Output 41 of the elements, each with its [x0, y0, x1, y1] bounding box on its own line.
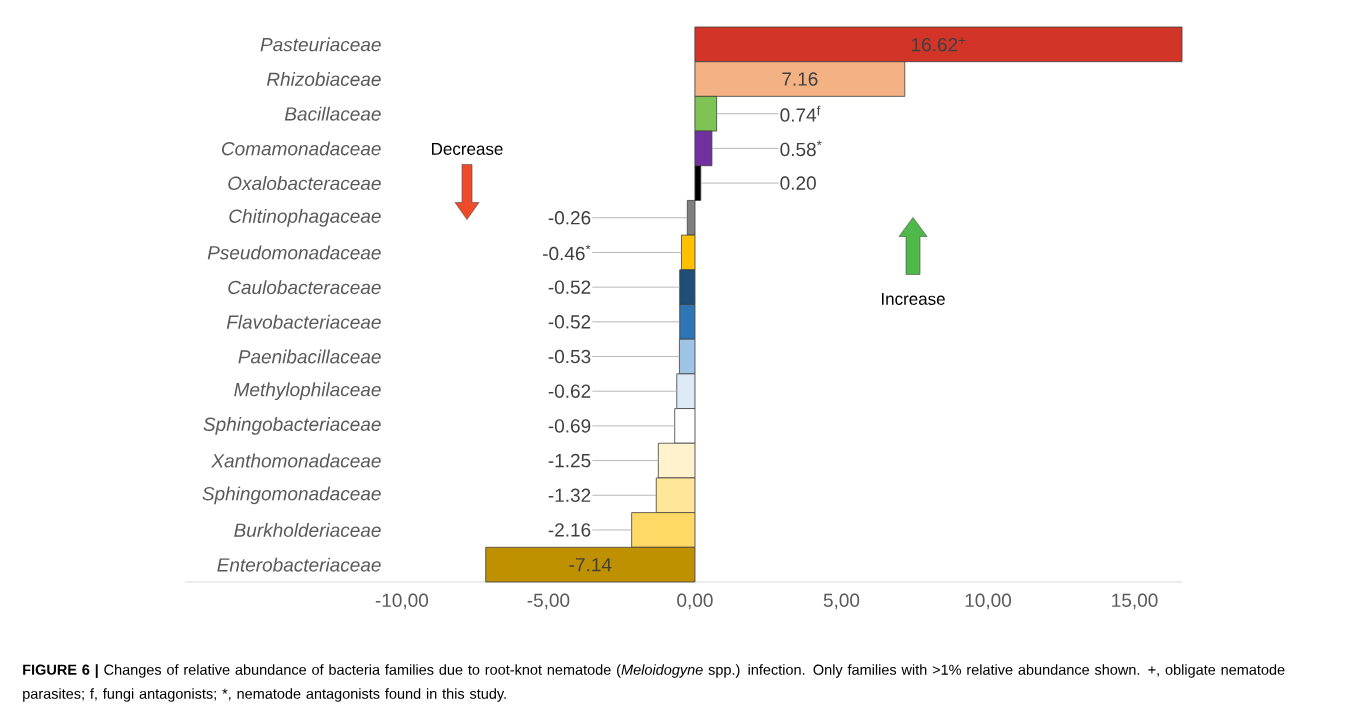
y-tick-label: Enterobacteriaceae: [217, 557, 381, 572]
y-tick-label: Methylophilaceae: [234, 382, 381, 401]
data-label: -0.26: [548, 211, 591, 225]
y-tick-label: Sphingobacteriaceae: [203, 417, 381, 435]
data-label: -2.16: [548, 523, 591, 537]
x-tick-label: 10,00: [965, 593, 1012, 610]
y-tick-label: Paenibacillaceae: [238, 349, 381, 364]
annotation: Increase: [881, 293, 945, 305]
y-tick-label: Bacillaceae: [284, 106, 381, 121]
data-label: 0.20: [780, 176, 816, 190]
y-tick-label: Sphingomonadaceae: [202, 486, 381, 505]
data-label: -0.62: [548, 384, 591, 398]
y-tick-label: Oxalobacteraceae: [228, 176, 381, 191]
x-tick-label: -10,00: [375, 593, 429, 610]
data-label: -1.25: [548, 453, 591, 468]
y-tick-label: Comamonadaceae: [221, 141, 381, 156]
data-label: -0.52: [548, 280, 591, 294]
y-tick-label: Pasteuriaceae: [260, 37, 381, 52]
x-tick-label: -5,00: [527, 593, 570, 610]
y-tick-label: Burkholderiaceae: [234, 522, 381, 537]
y-tick-label: Pseudomonadaceae: [207, 245, 381, 260]
x-tick-label: 15,00: [1112, 593, 1158, 610]
data-label: 0.74$^{f}$: [780, 105, 821, 122]
data-label: 0.58$^{*}$: [780, 140, 822, 157]
y-tick-label: Xanthomonadaceae: [211, 453, 381, 468]
data-label: 16.62$^{+}$: [912, 37, 966, 52]
data-label: -0.52: [548, 315, 591, 329]
x-tick-label: 5,00: [823, 593, 860, 610]
data-label: -1.32: [548, 488, 591, 503]
y-tick-label: Chitinophagaceae: [229, 208, 381, 227]
data-label: -0.46$^{*}$: [543, 244, 591, 261]
y-tick-label: Rhizobiaceae: [266, 72, 381, 87]
y-tick-label: Flavobacteriaceae: [226, 314, 381, 329]
data-label: -7.14: [569, 558, 612, 572]
annotation: Decrease: [432, 143, 503, 155]
data-label: 7.16: [782, 72, 818, 86]
text: FIGURE 6 | Changes of relative abundance of bacteria families due to root-knot nematode (Meloidogyne spp.) infection. Only families with >1% relative abundance shown. +, obligate nematode parasites; f, fungi antagonists; *, nematode antagonists found in this study.: [23, 664, 1285, 702]
data-label: -0.69: [548, 419, 591, 433]
x-tick-label: 0,00: [677, 593, 713, 610]
data-label: -0.53: [548, 349, 591, 364]
y-tick-label: Caulobacteraceae: [228, 280, 381, 295]
